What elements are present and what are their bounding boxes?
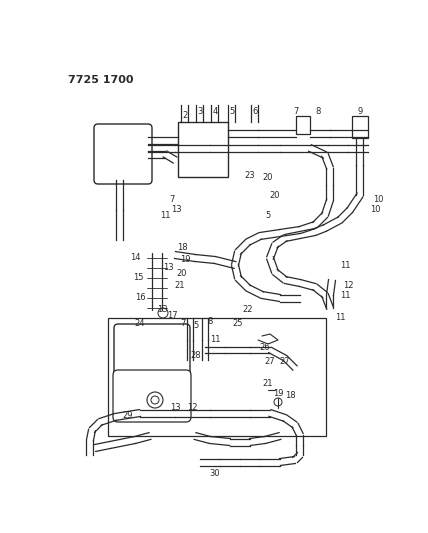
Text: 9: 9	[357, 107, 363, 116]
Text: 18: 18	[285, 391, 295, 400]
Text: 22: 22	[243, 305, 253, 314]
Text: 13: 13	[157, 305, 167, 314]
Bar	[118, 328, 186, 413]
Text: 3: 3	[197, 107, 203, 116]
Text: 11: 11	[340, 261, 350, 270]
Text: 7: 7	[180, 319, 186, 327]
Text: 23: 23	[245, 171, 256, 180]
Text: 28: 28	[191, 351, 201, 359]
Bar	[108, 318, 326, 436]
Text: 27: 27	[279, 358, 290, 367]
Circle shape	[274, 398, 282, 406]
Text: 8: 8	[207, 318, 213, 327]
Text: 21: 21	[175, 281, 185, 290]
Bar	[296, 116, 310, 134]
Circle shape	[158, 308, 168, 318]
Text: 30: 30	[210, 469, 220, 478]
Text: 2: 2	[182, 110, 187, 119]
FancyBboxPatch shape	[94, 124, 152, 184]
Text: 27: 27	[265, 358, 275, 367]
Text: 7: 7	[169, 196, 175, 205]
Text: 20: 20	[177, 269, 187, 278]
Text: 17: 17	[166, 311, 177, 319]
Text: 19: 19	[180, 255, 190, 264]
Text: 7: 7	[293, 107, 299, 116]
Text: 14: 14	[130, 254, 140, 262]
Bar	[178, 122, 228, 177]
Text: 15: 15	[133, 273, 143, 282]
Text: 16: 16	[135, 294, 146, 303]
Text: 6: 6	[253, 108, 258, 117]
Text: 11: 11	[340, 290, 350, 300]
Text: 8: 8	[315, 107, 321, 116]
Text: 20: 20	[270, 190, 280, 199]
Text: 11: 11	[335, 313, 345, 322]
Text: 24: 24	[135, 319, 145, 327]
Text: 10: 10	[370, 206, 380, 214]
Text: 26: 26	[260, 343, 270, 352]
FancyBboxPatch shape	[113, 370, 191, 422]
Text: 18: 18	[177, 244, 187, 253]
Text: 25: 25	[233, 319, 243, 327]
Text: 4: 4	[212, 107, 217, 116]
Text: 29: 29	[123, 410, 133, 419]
FancyBboxPatch shape	[114, 324, 190, 417]
Text: 21: 21	[263, 378, 273, 387]
Text: 19: 19	[273, 389, 283, 398]
Bar	[352, 116, 368, 138]
Text: 5: 5	[229, 108, 235, 117]
Text: 20: 20	[263, 174, 273, 182]
Text: 13: 13	[171, 206, 181, 214]
Text: 10: 10	[373, 196, 383, 205]
Circle shape	[151, 396, 159, 404]
Text: 5: 5	[265, 211, 270, 220]
Text: 13: 13	[163, 263, 173, 272]
Text: 13: 13	[169, 403, 180, 413]
Text: 11: 11	[210, 335, 220, 344]
Text: 7725 1700: 7725 1700	[68, 75, 134, 85]
Text: 5: 5	[193, 320, 199, 329]
Text: 12: 12	[187, 403, 197, 413]
Circle shape	[147, 392, 163, 408]
Text: 11: 11	[160, 211, 170, 220]
Text: 12: 12	[343, 280, 353, 289]
